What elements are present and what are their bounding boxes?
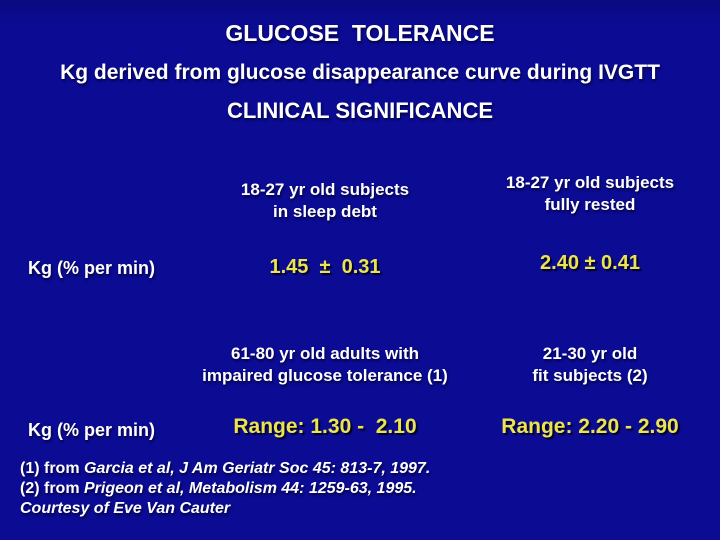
- footnote-1: (1) from Garcia et al, J Am Geriatr Soc …: [20, 459, 710, 479]
- footnote-2-citation: Prigeon et al, Metabolism 44: 1259-63, 1…: [84, 480, 417, 497]
- footnote-courtesy-citation: Courtesy of Eve Van Cauter: [20, 500, 231, 517]
- table1-col2-value: 2.40 ± 0.41: [540, 252, 640, 274]
- section-heading: CLINICAL SIGNIFICANCE: [226, 98, 494, 123]
- table2-col1-header: 61-80 yr old adults with impaired glucos…: [202, 344, 448, 385]
- table1-col2-header: 18-27 yr old subjects fully rested: [505, 173, 675, 214]
- table2-col1-value: Range: 1.30 - 2.10: [233, 415, 417, 438]
- table1-col1-header: 18-27 yr old subjects in sleep debt: [240, 180, 410, 221]
- footnote-2-prefix: (2) from: [20, 480, 84, 497]
- table2-row-label: Kg (% per min): [28, 420, 156, 440]
- slide-subtitle: Kg derived from glucose disappearance cu…: [60, 61, 660, 84]
- footnote-2: (2) from Prigeon et al, Metabolism 44: 1…: [20, 479, 710, 499]
- footnote-courtesy: Courtesy of Eve Van Cauter: [20, 499, 710, 519]
- table1-row-label: Kg (% per min): [28, 258, 156, 278]
- footnote-1-citation: Garcia et al, J Am Geriatr Soc 45: 813-7…: [84, 460, 431, 477]
- slide-title: GLUCOSE TOLERANCE: [225, 20, 495, 46]
- table2-col2-value: Range: 2.20 - 2.90: [501, 415, 679, 438]
- footnote-1-prefix: (1) from: [20, 460, 84, 477]
- table2-col2-header: 21-30 yr old fit subjects (2): [532, 344, 648, 385]
- footnotes: (1) from Garcia et al, J Am Geriatr Soc …: [20, 459, 710, 519]
- table1-col1-value: 1.45 ± 0.31: [269, 256, 381, 278]
